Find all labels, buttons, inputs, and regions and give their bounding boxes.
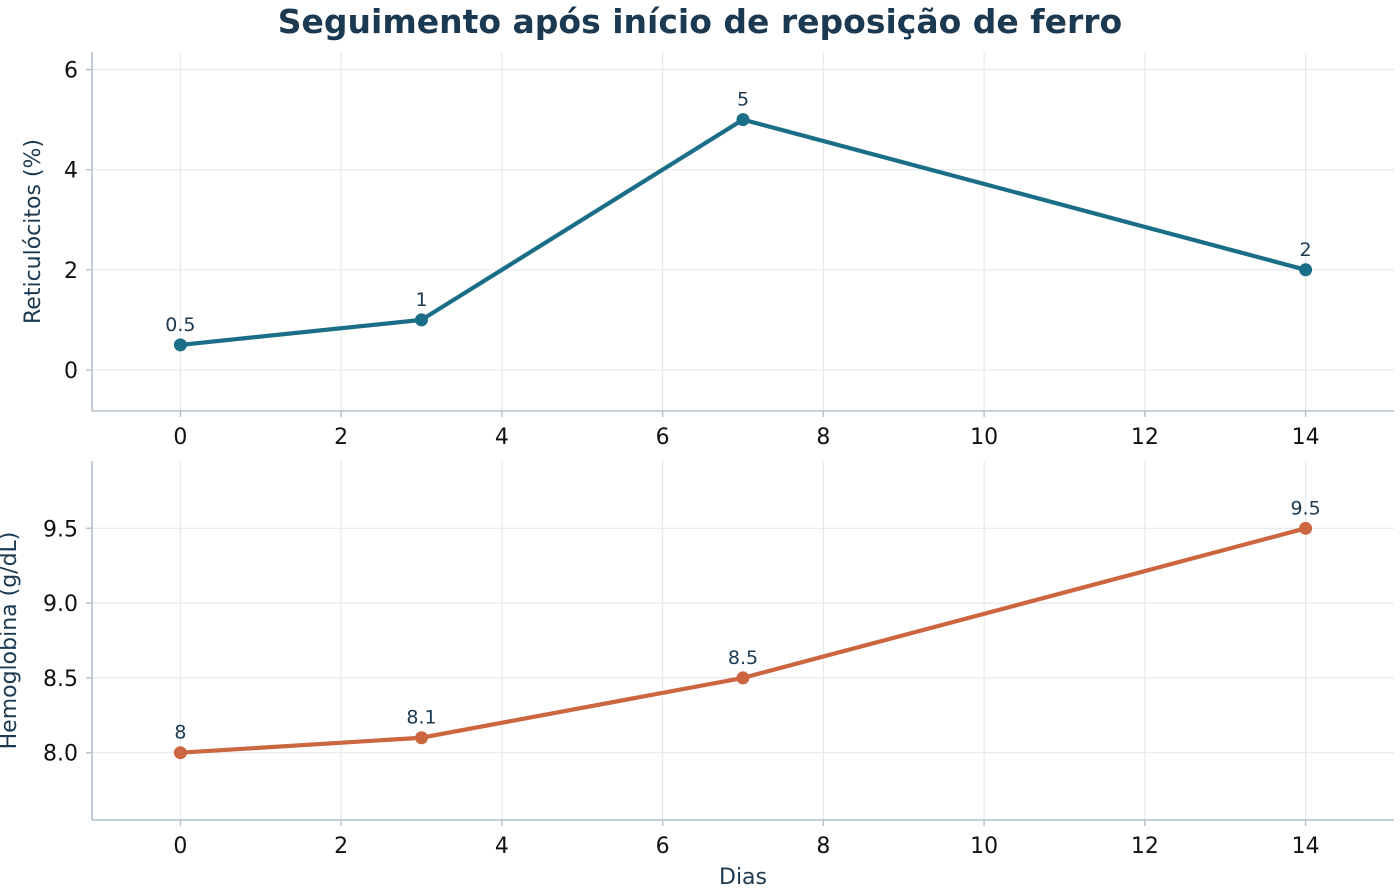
data-label: 1 bbox=[415, 289, 427, 311]
data-label: 8 bbox=[174, 722, 186, 744]
y-tick-label: 8.0 bbox=[43, 742, 78, 767]
data-label: 0.5 bbox=[165, 314, 195, 336]
y-tick-label: 9.5 bbox=[43, 517, 78, 542]
data-label: 8.1 bbox=[406, 707, 436, 729]
y-axis-label: Reticulócitos (%) bbox=[21, 139, 46, 324]
data-label: 8.5 bbox=[728, 647, 758, 669]
x-tick-label: 0 bbox=[173, 425, 187, 450]
x-tick-label: 4 bbox=[495, 834, 509, 859]
data-point bbox=[1299, 521, 1313, 535]
x-tick-label: 12 bbox=[1131, 425, 1159, 450]
reticulocytes-panel: 0 2 4 6 8 10 12 14 0 2 4 6 Reticulócitos (%) 0.5 1 5 2 bbox=[21, 52, 1394, 450]
x-tick-label: 2 bbox=[334, 425, 348, 450]
x-tick-label: 4 bbox=[495, 425, 509, 450]
x-axis-label: Dias bbox=[719, 865, 767, 890]
y-tick-label: 0 bbox=[64, 359, 78, 384]
x-tick-label: 6 bbox=[656, 425, 670, 450]
x-tick-label: 14 bbox=[1292, 834, 1320, 859]
hemoglobin-panel: 0 2 4 6 8 10 12 14 8.0 8.5 9.0 9.5 Hemoglobina (g/dL… bbox=[0, 461, 1394, 890]
data-label: 5 bbox=[737, 89, 749, 111]
data-label: 2 bbox=[1300, 239, 1312, 261]
x-tick-label: 14 bbox=[1292, 425, 1320, 450]
y-tick-label: 9.0 bbox=[43, 592, 78, 617]
series-line bbox=[178, 526, 1308, 755]
series-line bbox=[178, 117, 1308, 348]
y-tick-label: 8.5 bbox=[43, 667, 78, 692]
data-point bbox=[736, 671, 750, 685]
chart-title: Seguimento após início de reposição de f… bbox=[278, 2, 1122, 41]
x-tick-label: 2 bbox=[334, 834, 348, 859]
data-point bbox=[173, 338, 187, 352]
data-point bbox=[736, 113, 750, 127]
y-tick-label: 4 bbox=[64, 159, 78, 184]
x-tick-label: 10 bbox=[970, 425, 998, 450]
x-tick-label: 0 bbox=[173, 834, 187, 859]
data-point bbox=[173, 746, 187, 760]
y-axis-label: Hemoglobina (g/dL) bbox=[0, 532, 22, 750]
x-tick-label: 10 bbox=[970, 834, 998, 859]
data-point bbox=[1299, 263, 1313, 277]
x-tick-label: 8 bbox=[816, 834, 830, 859]
x-tick-label: 6 bbox=[656, 834, 670, 859]
data-point bbox=[415, 731, 429, 745]
y-tick-label: 6 bbox=[64, 59, 78, 84]
x-tick-label: 8 bbox=[816, 425, 830, 450]
data-point bbox=[415, 313, 429, 327]
y-tick-label: 2 bbox=[64, 259, 78, 284]
data-label: 9.5 bbox=[1290, 497, 1320, 519]
x-tick-label: 12 bbox=[1131, 834, 1159, 859]
